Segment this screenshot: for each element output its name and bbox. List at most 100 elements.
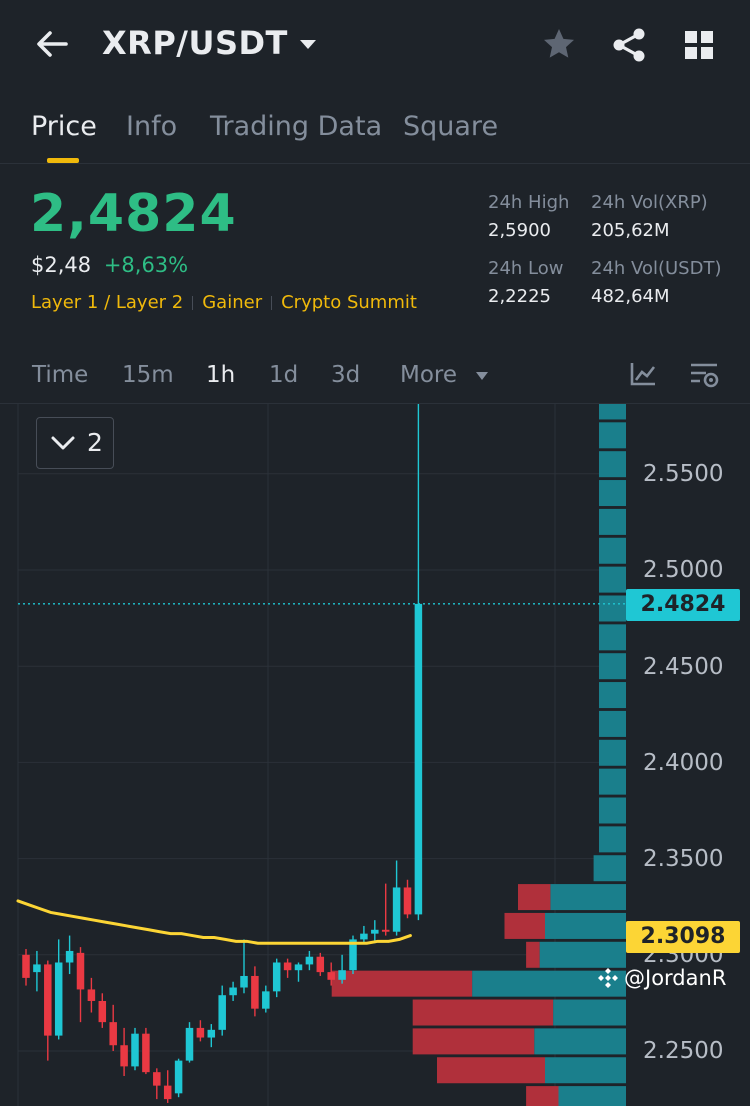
- candle-body: [414, 603, 423, 915]
- vol-quote-value: 482,64M: [591, 286, 670, 307]
- caret-down-icon[interactable]: [298, 36, 318, 52]
- depth-bar-ask: [599, 768, 626, 795]
- candle-body: [283, 962, 292, 971]
- back-arrow-icon[interactable]: [30, 22, 74, 66]
- chevron-down-icon: [51, 436, 75, 450]
- watermark-text: @JordanR: [624, 966, 727, 990]
- tag-crypto-summit[interactable]: Crypto Summit: [281, 292, 417, 313]
- candle-body: [131, 1033, 139, 1067]
- candle-body: [218, 995, 226, 1030]
- depth-bar-ask: [545, 1057, 626, 1084]
- depth-bar-bid: [518, 884, 551, 911]
- depth-bar-ask: [599, 422, 626, 449]
- tab-info[interactable]: Info: [126, 111, 178, 142]
- tab-square[interactable]: Square: [403, 111, 499, 142]
- indicator-toggle[interactable]: 2: [36, 417, 114, 469]
- tag-gainer[interactable]: Gainer: [202, 292, 263, 313]
- tag-layer[interactable]: Layer 1 / Layer 2: [31, 292, 184, 313]
- interval-1d[interactable]: 1d: [269, 362, 299, 388]
- interval-more[interactable]: More: [400, 362, 458, 388]
- caret-down-icon[interactable]: [474, 370, 490, 382]
- candle-body: [98, 1000, 107, 1023]
- depth-bar-bid: [412, 1028, 535, 1055]
- indicator-icon[interactable]: [628, 360, 658, 388]
- indicator-count: 2: [87, 428, 103, 457]
- candle-body: [338, 970, 346, 980]
- header-bar: XRP/USDT: [0, 0, 750, 90]
- candle-body: [316, 956, 325, 973]
- candle-body: [262, 991, 270, 1009]
- grid-menu-icon[interactable]: [682, 28, 716, 62]
- depth-bar-bid: [504, 912, 545, 939]
- candle-body: [87, 989, 96, 1001]
- y-axis-label: 2.5500: [643, 461, 724, 487]
- watermark: @JordanR: [596, 966, 726, 990]
- high-label: 24h High: [488, 192, 570, 213]
- depth-bar-bid: [412, 999, 554, 1026]
- candle-body: [207, 1029, 216, 1038]
- tag-divider: [271, 295, 273, 310]
- depth-bar-ask: [599, 739, 626, 766]
- candle-body: [44, 964, 52, 1036]
- candle-body: [163, 1085, 172, 1100]
- candle-body: [305, 956, 314, 965]
- candle-body: [185, 1027, 194, 1061]
- candle-body: [327, 972, 335, 980]
- y-axis-label: 2.4000: [643, 750, 724, 776]
- depth-bar-bid: [437, 1057, 545, 1084]
- candle-body: [392, 887, 401, 932]
- depth-bar-ask: [550, 884, 626, 911]
- usd-price-line: $2,48 +8,63%: [31, 253, 188, 277]
- candle-body: [360, 933, 368, 940]
- depth-bar-ask: [545, 912, 626, 939]
- depth-bar-bid: [526, 1086, 559, 1106]
- y-axis-label: 2.4500: [643, 654, 724, 680]
- moving-average-line: [16, 899, 412, 945]
- candle-body: [381, 929, 390, 932]
- depth-bar-ask: [534, 1028, 626, 1055]
- depth-bar-ask: [599, 451, 626, 478]
- candle-body: [33, 964, 41, 973]
- candle-body: [22, 954, 30, 978]
- candle-body: [294, 964, 303, 971]
- depth-bar-ask: [539, 941, 626, 968]
- interval-3d[interactable]: 3d: [331, 362, 361, 388]
- depth-bar-ask: [593, 855, 626, 882]
- candle-body: [371, 929, 379, 934]
- share-icon[interactable]: [610, 26, 648, 64]
- binance-logo-icon: [598, 968, 618, 988]
- pair-title[interactable]: XRP/USDT: [102, 24, 288, 62]
- depth-bar-ask: [599, 624, 626, 651]
- y-axis-label: 2.2500: [643, 1038, 724, 1064]
- depth-bar-ask: [558, 1086, 626, 1106]
- tab-price[interactable]: Price: [31, 111, 97, 142]
- interval-1h[interactable]: 1h: [206, 362, 236, 388]
- candle-body: [272, 962, 281, 992]
- depth-bar-bid: [331, 970, 473, 997]
- candle-body: [65, 950, 74, 963]
- star-icon[interactable]: [541, 26, 577, 62]
- vol-base-label: 24h Vol(XRP): [591, 192, 708, 213]
- depth-bar-ask: [599, 710, 626, 737]
- candle-body: [153, 1072, 161, 1086]
- depth-bar-ask: [599, 595, 626, 622]
- depth-bar-ask: [599, 653, 626, 680]
- interval-time[interactable]: Time: [32, 362, 89, 388]
- interval-15m[interactable]: 15m: [122, 362, 174, 388]
- active-tab-indicator: [47, 158, 79, 163]
- depth-bar-ask: [599, 682, 626, 709]
- candle-body: [196, 1027, 205, 1038]
- tab-trading-data[interactable]: Trading Data: [210, 111, 383, 142]
- usd-price: $2,48: [31, 253, 92, 277]
- chart-canvas[interactable]: [0, 404, 750, 1106]
- candle-body: [109, 1022, 117, 1046]
- low-label: 24h Low: [488, 258, 564, 279]
- last-price: 2,4824: [30, 184, 237, 244]
- depth-bar-ask: [599, 404, 626, 420]
- candlestick-chart[interactable]: 2 2.5500 2.5000 2.4500 2.4000 2.3500 2.3…: [0, 403, 750, 1106]
- last-price-tag: 2.4824: [626, 589, 740, 621]
- depth-bar-ask: [599, 537, 626, 564]
- ma-price-tag: 2.3098: [626, 921, 740, 953]
- depth-bar-ask: [553, 999, 626, 1026]
- chart-settings-icon[interactable]: [688, 360, 720, 390]
